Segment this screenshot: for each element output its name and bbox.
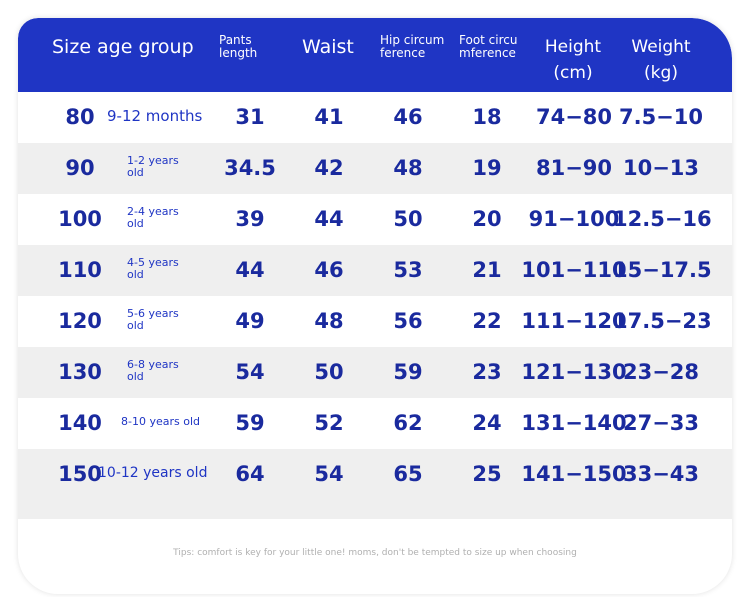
table-row: 130 6-8 years old 54 50 59 23 121−130 23−28	[18, 347, 732, 398]
value-cell: 39	[235, 207, 265, 231]
value-cell: 41	[314, 105, 344, 129]
col-pants: Pants length	[219, 34, 257, 60]
value-cell: 64	[235, 462, 265, 486]
header-text: Pants	[219, 33, 252, 47]
value-cell: 46	[393, 105, 423, 129]
size-cell: 90	[65, 156, 95, 180]
col-foot: Foot circu mference	[459, 34, 517, 60]
header-text: Waist	[302, 36, 354, 58]
value-cell: 42	[314, 156, 344, 180]
col-size-age: Size age group	[52, 36, 194, 58]
table-row: 110 4-5 years old 44 46 53 21 101−110 15−17.5	[18, 245, 732, 296]
header: Size age group Pants length Waist Hip cir…	[18, 18, 732, 92]
value-cell: 20	[472, 207, 502, 231]
value-cell: 24	[472, 411, 502, 435]
value-cell: 23−28	[622, 360, 700, 384]
size-cell: 150	[58, 462, 102, 486]
value-cell: 49	[235, 309, 265, 333]
value-cell: 44	[235, 258, 265, 282]
size-cell: 130	[58, 360, 102, 384]
value-cell: 121−130	[521, 360, 627, 384]
age-cell: 8-10 years old	[121, 414, 200, 428]
value-cell: 48	[314, 309, 344, 333]
value-cell: 52	[314, 411, 344, 435]
age-cell: 1-2 years old	[127, 153, 179, 179]
value-cell: 48	[393, 156, 423, 180]
value-cell: 15−17.5	[613, 258, 712, 282]
header-text: Foot circu	[459, 33, 518, 47]
col-weight: Weight (kg)	[626, 34, 696, 86]
age-cell: 4-5 years old	[127, 255, 179, 281]
header-text: Hip circum	[380, 33, 445, 47]
header-text: mference	[459, 46, 516, 60]
value-cell: 19	[472, 156, 502, 180]
size-cell: 120	[58, 309, 102, 333]
value-cell: 7.5−10	[618, 105, 704, 129]
header-text: Weight	[631, 37, 691, 57]
value-cell: 50	[314, 360, 344, 384]
value-cell: 65	[393, 462, 423, 486]
value-cell: 50	[393, 207, 423, 231]
table-row: 100 2-4 years old 39 44 50 20 91−100 12.5−16	[18, 194, 732, 245]
age-cell: 2-4 years old	[127, 204, 179, 230]
value-cell: 62	[393, 411, 423, 435]
value-cell: 17.5−23	[613, 309, 712, 333]
header-text: (cm)	[553, 63, 593, 83]
value-cell: 33−43	[622, 462, 700, 486]
age-cell: 5-6 years old	[127, 306, 179, 332]
value-cell: 34.5	[224, 156, 276, 180]
value-cell: 91−100	[528, 207, 620, 231]
col-height: Height (cm)	[538, 34, 608, 86]
age-cell: 6-8 years old	[127, 357, 179, 383]
size-cell: 110	[58, 258, 102, 282]
header-text: ference	[380, 46, 426, 60]
value-cell: 31	[235, 105, 265, 129]
value-cell: 81−90	[535, 156, 613, 180]
table-row: 120 5-6 years old 49 48 56 22 111−120 17.5−23	[18, 296, 732, 347]
size-cell: 80	[65, 105, 95, 129]
value-cell: 56	[393, 309, 423, 333]
value-cell: 59	[393, 360, 423, 384]
value-cell: 111−120	[521, 309, 627, 333]
size-cell: 140	[58, 411, 102, 435]
table-row: 150 10-12 years old 64 54 65 25 141−150 33−43	[18, 449, 732, 519]
value-cell: 131−140	[521, 411, 627, 435]
value-cell: 12.5−16	[613, 207, 712, 231]
col-waist: Waist	[302, 36, 354, 58]
value-cell: 101−110	[521, 258, 627, 282]
footer-tip: Tips: comfort is key for your little one…	[173, 548, 577, 558]
header-text: Size age group	[52, 36, 194, 58]
table-row: 80 9-12 months 31 41 46 18 74−80 7.5−10	[18, 92, 732, 143]
size-cell: 100	[58, 207, 102, 231]
value-cell: 54	[235, 360, 265, 384]
age-cell: 10-12 years old	[98, 464, 208, 481]
value-cell: 23	[472, 360, 502, 384]
age-cell: 9-12 months	[107, 106, 203, 125]
table-row: 90 1-2 years old 34.5 42 48 19 81−90 10−13	[18, 143, 732, 194]
value-cell: 22	[472, 309, 502, 333]
value-cell: 44	[314, 207, 344, 231]
value-cell: 27−33	[622, 411, 700, 435]
value-cell: 46	[314, 258, 344, 282]
header-text: (kg)	[644, 63, 678, 83]
col-hip: Hip circum ference	[380, 34, 444, 60]
table-row: 140 8-10 years old 59 52 62 24 131−140 27−33	[18, 398, 732, 449]
header-text: length	[219, 46, 258, 60]
value-cell: 59	[235, 411, 265, 435]
value-cell: 74−80	[535, 105, 613, 129]
value-cell: 10−13	[622, 156, 700, 180]
value-cell: 25	[472, 462, 502, 486]
value-cell: 21	[472, 258, 502, 282]
value-cell: 18	[472, 105, 502, 129]
value-cell: 53	[393, 258, 423, 282]
value-cell: 54	[314, 462, 344, 486]
header-text: Height	[544, 37, 602, 57]
value-cell: 141−150	[521, 462, 627, 486]
size-card: Size age group Pants length Waist Hip cir…	[18, 18, 732, 594]
